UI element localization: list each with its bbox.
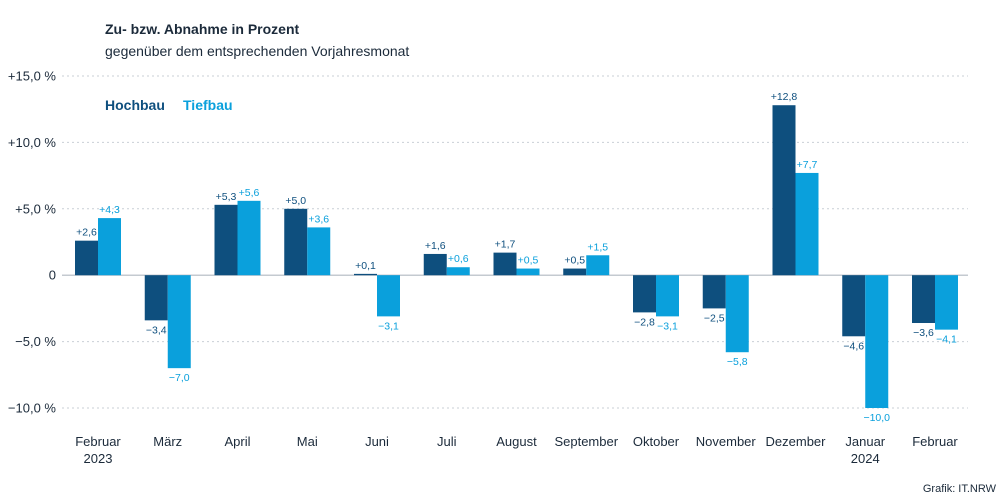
x-tick-label: März bbox=[153, 434, 182, 449]
value-label-tiefbau: +3,6 bbox=[308, 213, 329, 225]
y-tick-label: −5,0 % bbox=[15, 334, 56, 349]
legend: Hochbau Tiefbau bbox=[105, 97, 233, 113]
x-tick-label: September bbox=[554, 434, 618, 449]
bar-tiefbau bbox=[237, 200, 261, 276]
x-tick-label: Februar bbox=[75, 434, 121, 449]
x-tick-label: Juli bbox=[437, 434, 457, 449]
bar-hochbau bbox=[423, 253, 447, 276]
bar-tiefbau bbox=[307, 227, 331, 276]
value-label-hochbau: −2,5 bbox=[704, 312, 725, 324]
category-axis: Februar 2023 März April Mai Juni Juli August Sep… bbox=[75, 434, 958, 466]
value-label-hochbau: −4,6 bbox=[843, 340, 864, 352]
bar-tiefbau bbox=[167, 275, 191, 369]
bar-tiefbau bbox=[656, 275, 679, 317]
x-tick-label: November bbox=[696, 434, 757, 449]
value-label-hochbau: +5,0 bbox=[285, 195, 306, 207]
value-label-tiefbau: +1,5 bbox=[587, 241, 608, 253]
value-label-tiefbau: −7,0 bbox=[169, 372, 190, 384]
value-label-hochbau: +5,3 bbox=[216, 191, 237, 203]
value-label-tiefbau: −3,1 bbox=[378, 320, 399, 332]
value-label-hochbau: −2,8 bbox=[634, 316, 655, 328]
value-label-tiefbau: −4,1 bbox=[936, 334, 957, 346]
bar-tiefbau bbox=[865, 275, 889, 408]
y-tick-label: +15,0 % bbox=[8, 69, 57, 84]
y-tick-label: 0 bbox=[49, 268, 56, 283]
value-label-tiefbau: −5,8 bbox=[727, 356, 748, 368]
x-tick-label: Februar bbox=[912, 434, 958, 449]
bar-hochbau bbox=[563, 268, 587, 276]
chart-title: Zu- bzw. Abnahme in Prozent bbox=[105, 21, 300, 37]
value-label-hochbau: +1,7 bbox=[495, 239, 516, 251]
x-tick-label: Juni bbox=[365, 434, 389, 449]
x-tick-year-label: 2024 bbox=[851, 451, 880, 466]
value-label-tiefbau: −10,0 bbox=[863, 412, 890, 424]
x-tick-label: Januar bbox=[845, 434, 885, 449]
value-labels: +2,6−3,4+5,3 +5,0+0,1+1,6 +1,7+0,5−2,8 −2,5… bbox=[76, 91, 957, 424]
bar-hochbau bbox=[75, 240, 98, 276]
bar-tiefbau bbox=[795, 172, 819, 276]
bar-hochbau bbox=[214, 204, 238, 276]
value-label-hochbau: +0,5 bbox=[564, 255, 585, 267]
bar-hochbau bbox=[772, 105, 796, 276]
x-tick-label: Dezember bbox=[766, 434, 827, 449]
legend-item-tiefbau: Tiefbau bbox=[183, 97, 233, 113]
value-label-tiefbau: −3,1 bbox=[657, 320, 678, 332]
bar-tiefbau bbox=[446, 267, 470, 276]
value-label-tiefbau: +0,5 bbox=[518, 255, 539, 267]
value-label-tiefbau: +4,3 bbox=[99, 204, 120, 216]
bar-tiefbau bbox=[516, 268, 540, 276]
x-tick-label: Mai bbox=[297, 434, 318, 449]
value-label-tiefbau: +5,6 bbox=[239, 187, 260, 199]
value-label-hochbau: −3,6 bbox=[913, 327, 934, 339]
bar-hochbau bbox=[284, 208, 308, 276]
y-tick-label: +10,0 % bbox=[8, 135, 57, 150]
source-credit: Grafik: IT.NRW bbox=[923, 483, 997, 494]
legend-item-hochbau: Hochbau bbox=[105, 97, 165, 113]
value-label-hochbau: +2,6 bbox=[76, 227, 97, 239]
chart-subtitle: gegenüber dem entsprechenden Vorjahresmo… bbox=[105, 43, 409, 59]
x-tick-label: Oktober bbox=[633, 434, 680, 449]
bar-hochbau bbox=[144, 275, 168, 321]
bar-tiefbau bbox=[377, 275, 400, 317]
bar-hochbau bbox=[702, 275, 726, 309]
y-tick-label: −10,0 % bbox=[8, 401, 57, 416]
bar-tiefbau bbox=[725, 275, 749, 353]
bar-hochbau bbox=[354, 273, 377, 276]
bar-hochbau bbox=[633, 275, 656, 313]
bar-hochbau bbox=[493, 252, 517, 276]
bar-tiefbau bbox=[935, 275, 958, 330]
value-label-tiefbau: +0,6 bbox=[448, 253, 469, 265]
value-label-hochbau: +0,1 bbox=[355, 260, 376, 272]
bar-hochbau bbox=[842, 275, 866, 337]
bar-tiefbau bbox=[586, 255, 610, 276]
x-tick-label: August bbox=[496, 434, 537, 449]
y-tick-label: +5,0 % bbox=[15, 201, 56, 216]
value-label-hochbau: +12,8 bbox=[771, 91, 798, 103]
bars bbox=[75, 105, 958, 408]
value-label-hochbau: −3,4 bbox=[146, 324, 167, 336]
x-tick-year-label: 2023 bbox=[84, 451, 113, 466]
grid: +15,0 % +10,0 % +5,0 % 0 −5,0 % −10,0 % bbox=[8, 69, 968, 416]
value-label-tiefbau: +7,7 bbox=[797, 159, 818, 171]
bar-hochbau bbox=[912, 275, 935, 324]
bar-tiefbau bbox=[98, 218, 121, 276]
x-tick-label: April bbox=[224, 434, 250, 449]
value-label-hochbau: +1,6 bbox=[425, 240, 446, 252]
